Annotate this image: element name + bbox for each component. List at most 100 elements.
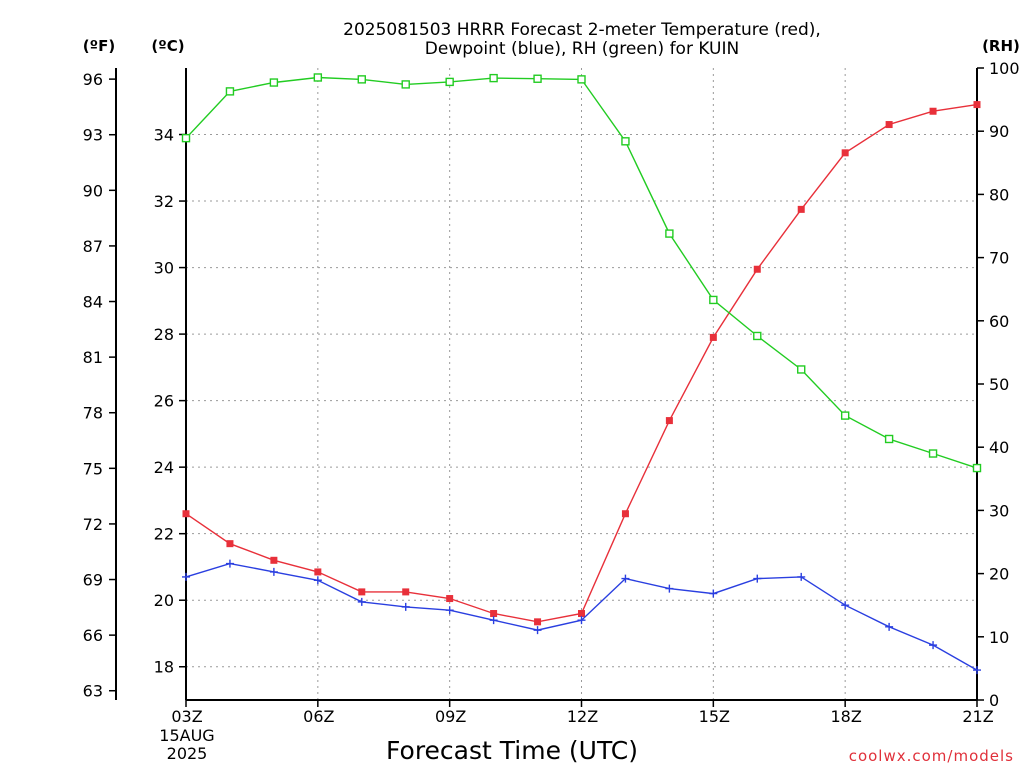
dewpoint-point xyxy=(401,602,410,611)
rh-point xyxy=(577,75,586,84)
fahrenheit-tick-label: 72 xyxy=(83,515,103,534)
temperature-point xyxy=(534,618,542,626)
temperature-point xyxy=(885,121,893,129)
rh-tick-label: 50 xyxy=(989,375,1009,394)
fahrenheit-tick-label: 84 xyxy=(83,293,103,312)
rh-point xyxy=(533,74,542,83)
temperature-point xyxy=(358,588,366,596)
rh-point xyxy=(181,133,191,143)
dewpoint-point xyxy=(885,622,894,631)
temperature-point xyxy=(490,610,498,618)
rh-tick-label: 80 xyxy=(989,185,1009,204)
x-tick-label: 03Z xyxy=(171,707,202,726)
rh-point xyxy=(709,295,718,305)
dewpoint-point xyxy=(182,572,190,581)
rh-point xyxy=(489,73,498,83)
celsius-tick-label: 34 xyxy=(154,126,174,145)
rh-axis-unit: (RH) xyxy=(982,37,1020,55)
dewpoint-series xyxy=(182,559,981,675)
celsius-tick-label: 28 xyxy=(154,325,174,344)
rh-point xyxy=(665,229,674,238)
axes xyxy=(109,67,984,707)
chart-title-line2: Dewpoint (blue), RH (green) for KUIN xyxy=(425,39,739,59)
celsius-axis-unit: (ºC) xyxy=(151,37,184,55)
date-label-day: 15AUG xyxy=(159,726,214,745)
rh-point xyxy=(445,77,454,87)
dewpoint-point xyxy=(709,589,718,598)
rh-tick-label: 70 xyxy=(989,249,1009,268)
fahrenheit-tick-label: 78 xyxy=(83,404,103,423)
temperature-point xyxy=(182,510,190,518)
temperature-point xyxy=(709,333,717,341)
dewpoint-point xyxy=(225,559,234,568)
temperature-point xyxy=(753,265,761,273)
x-tick-label: 18Z xyxy=(831,707,862,726)
fahrenheit-tick-label: 66 xyxy=(83,626,103,645)
x-tick-label: 12Z xyxy=(567,707,598,726)
rh-point xyxy=(401,80,410,89)
x-tick-label: 21Z xyxy=(962,707,993,726)
date-label-year: 2025 xyxy=(167,744,208,763)
rh-point xyxy=(840,411,850,420)
fahrenheit-tick-label: 63 xyxy=(83,682,103,701)
fahrenheit-tick-label: 81 xyxy=(83,348,103,367)
tick-labels: 63 66 69 72 75 78 81 84 87 90 93 96 18 20 22 24 26 28 30 32… xyxy=(83,59,1020,726)
fahrenheit-tick-label: 93 xyxy=(83,126,103,145)
temperature-point xyxy=(226,540,234,548)
rh-point xyxy=(269,78,279,87)
rh-tick-label: 20 xyxy=(989,565,1009,584)
rh-tick-label: 100 xyxy=(989,59,1020,78)
dewpoint-point xyxy=(533,626,542,635)
temperature-point xyxy=(578,610,585,618)
temperature-point xyxy=(621,510,629,518)
rh-point xyxy=(225,87,235,96)
fahrenheit-tick-label: 87 xyxy=(83,237,103,256)
rh-tick-label: 60 xyxy=(989,312,1009,331)
rh-point xyxy=(357,75,366,84)
chart-title-line1: 2025081503 HRRR Forecast 2-meter Tempera… xyxy=(343,20,821,40)
rh-point xyxy=(621,137,630,146)
x-tick-label: 06Z xyxy=(303,707,334,726)
rh-point xyxy=(972,463,982,473)
dewpoint-point xyxy=(445,606,454,615)
dewpoint-point xyxy=(797,572,806,581)
celsius-tick-label: 24 xyxy=(154,458,174,477)
x-axis-title: Forecast Time (UTC) xyxy=(386,736,638,765)
x-tick-label: 09Z xyxy=(435,707,466,726)
fahrenheit-tick-label: 69 xyxy=(83,571,103,590)
rh-point xyxy=(797,365,806,374)
series-layer xyxy=(181,73,982,675)
rh-series xyxy=(181,73,982,473)
dewpoint-point xyxy=(665,584,674,593)
rh-tick-label: 0 xyxy=(989,691,999,710)
fahrenheit-axis-unit: (ºF) xyxy=(83,37,115,55)
dewpoint-point xyxy=(489,616,498,625)
dewpoint-point xyxy=(973,666,981,675)
dewpoint-point xyxy=(841,601,850,610)
rh-point xyxy=(753,331,762,341)
temperature-point xyxy=(665,417,673,425)
temperature-point xyxy=(270,556,278,564)
temperature-series xyxy=(182,101,981,626)
x-tick-label: 15Z xyxy=(699,707,730,726)
celsius-tick-label: 22 xyxy=(154,525,174,544)
celsius-tick-label: 30 xyxy=(154,259,174,278)
fahrenheit-tick-label: 75 xyxy=(83,459,103,478)
celsius-tick-label: 18 xyxy=(154,658,174,677)
fahrenheit-tick-label: 96 xyxy=(83,70,103,89)
dewpoint-point xyxy=(621,574,630,583)
temperature-point xyxy=(446,595,454,603)
celsius-tick-label: 20 xyxy=(154,591,174,610)
fahrenheit-tick-label: 90 xyxy=(83,181,103,200)
temperature-point xyxy=(314,568,322,576)
celsius-tick-label: 26 xyxy=(154,392,174,411)
celsius-tick-label: 32 xyxy=(154,192,174,211)
dewpoint-point xyxy=(269,567,278,576)
dewpoint-point xyxy=(753,574,762,583)
grid-lines xyxy=(186,68,977,700)
credit-label: coolwx.com/models xyxy=(849,747,1014,765)
rh-tick-label: 40 xyxy=(989,438,1009,457)
rh-tick-label: 90 xyxy=(989,122,1009,141)
rh-point xyxy=(313,73,323,82)
